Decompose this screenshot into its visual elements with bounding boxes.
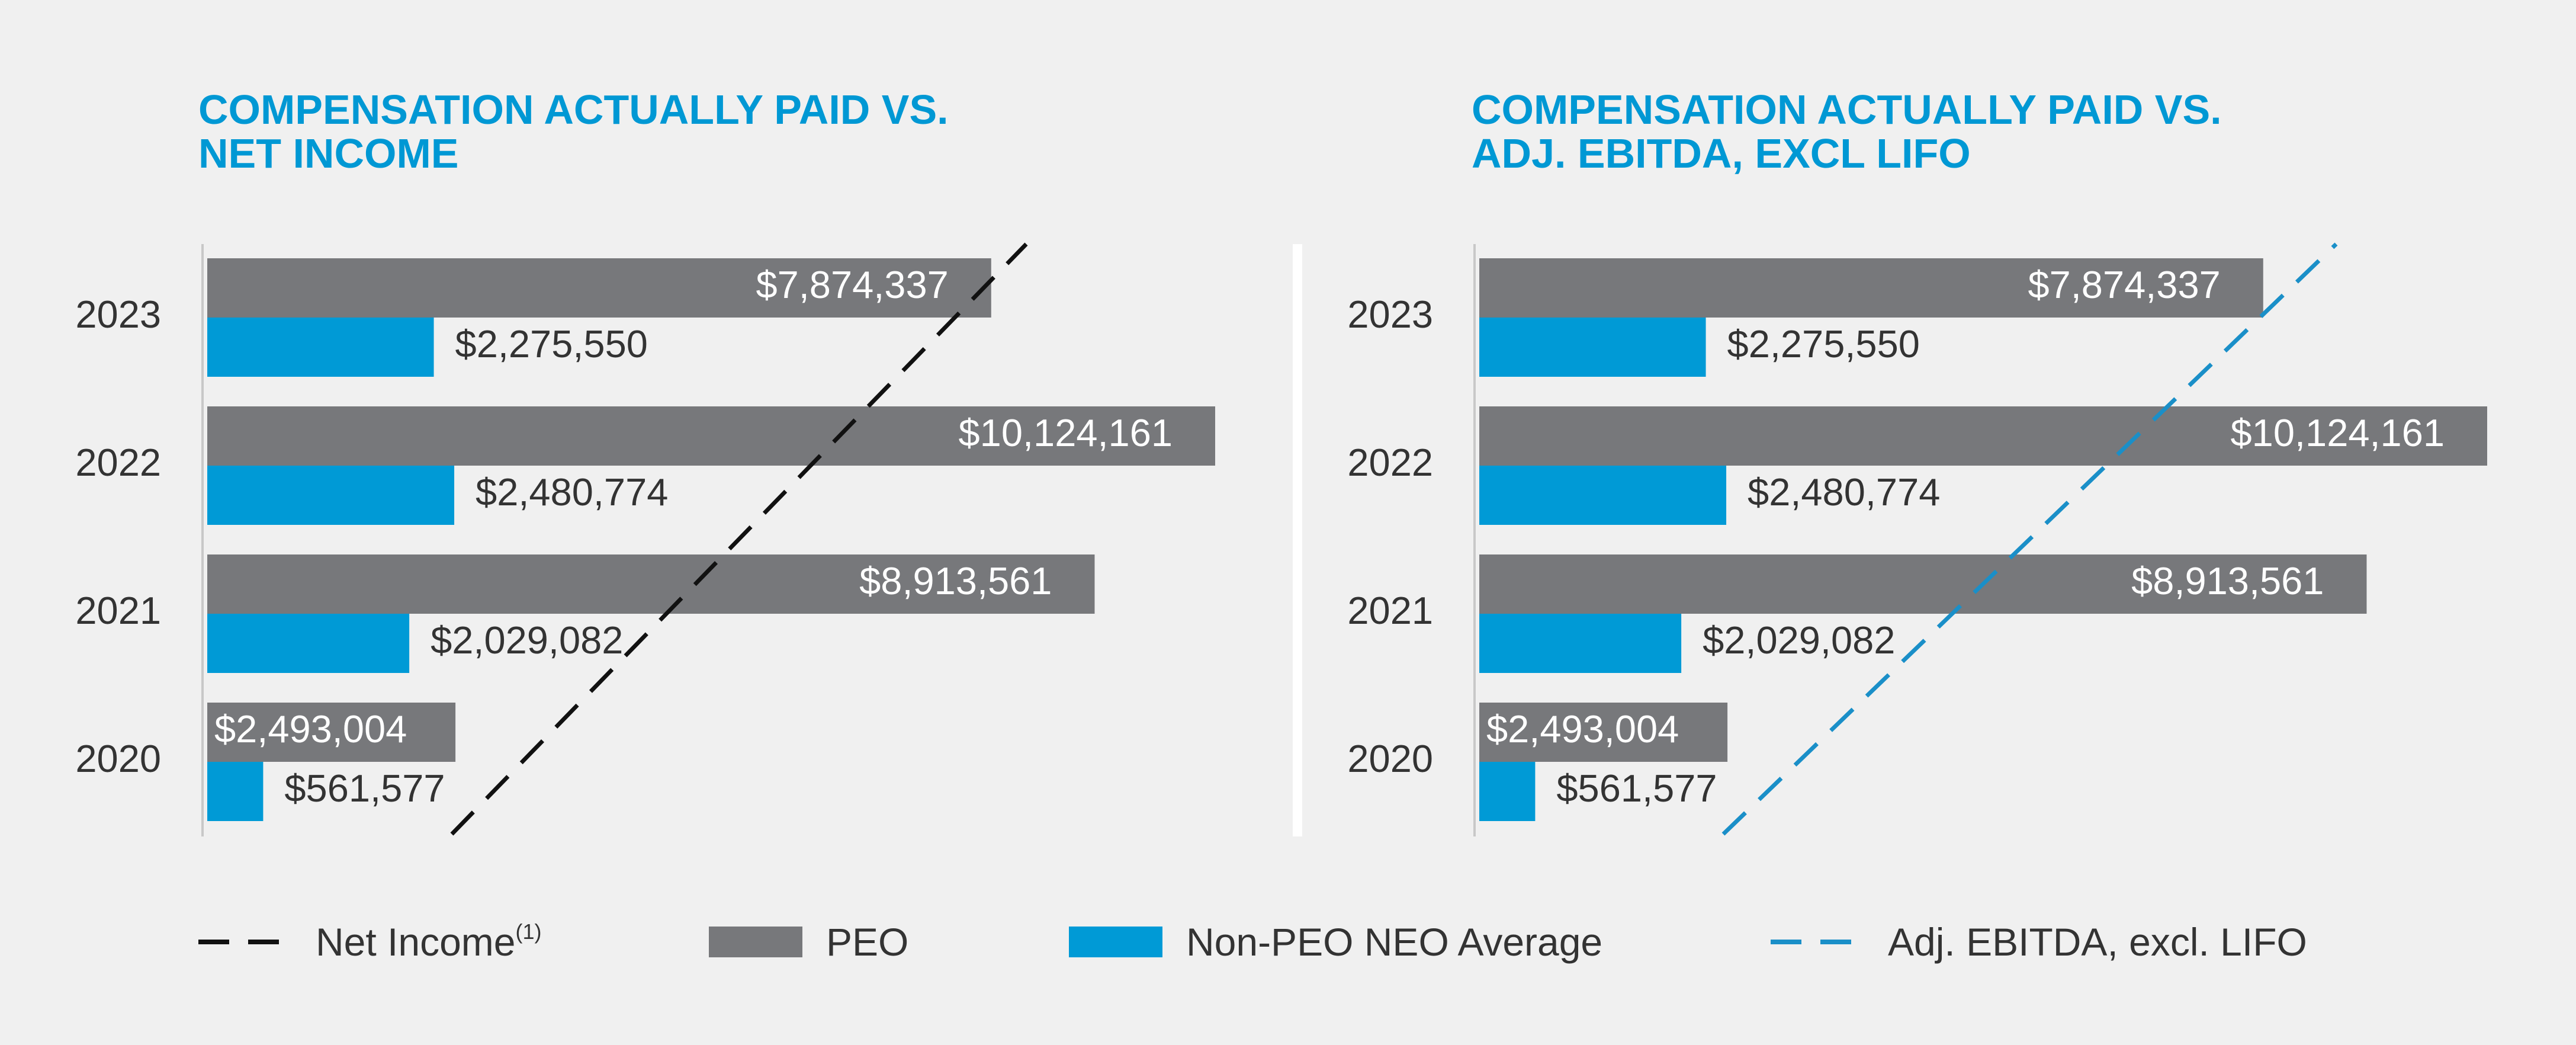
legend-item-peo: PEO (709, 915, 908, 969)
data-label-non-peo: $561,577 (1556, 767, 1717, 810)
legend-label-net-income: Net Income(1) (316, 919, 542, 964)
y-tick-label: 2020 (75, 737, 161, 780)
chart-title-net-income: COMPENSATION ACTUALLY PAID VS. NET INCOM… (198, 88, 949, 175)
data-label-peo: $8,913,561 (859, 559, 1052, 602)
dashed-line-swatch-icon (198, 940, 292, 944)
y-tick-label: 2023 (75, 293, 161, 336)
bar-peo (207, 406, 1215, 466)
non-peo-swatch-icon (1069, 927, 1162, 957)
bar-non-peo (207, 318, 434, 377)
dashed-trend-line (1721, 242, 2338, 836)
bar-non-peo (1479, 762, 1536, 821)
bar-non-peo (207, 762, 264, 821)
data-label-peo: $2,493,004 (1486, 707, 1679, 751)
bar-peo (207, 554, 1095, 614)
title-line-2: ADJ. EBITDA, EXCL LIFO (1472, 130, 1971, 177)
dashed-line-swatch-icon (1771, 940, 1864, 944)
bar-non-peo (207, 614, 410, 673)
data-label-peo: $10,124,161 (959, 411, 1173, 454)
legend-label-ebitda: Adj. EBITDA, excl. LIFO (1888, 920, 2307, 964)
bar-peo (207, 258, 991, 318)
legend-label-non-peo: Non-PEO NEO Average (1186, 920, 1603, 964)
data-label-non-peo: $2,480,774 (1748, 470, 1940, 514)
data-label-non-peo: $2,275,550 (1727, 322, 1920, 366)
data-label-non-peo: $2,029,082 (431, 618, 623, 662)
bar-peo (1479, 554, 2367, 614)
data-label-peo: $10,124,161 (2231, 411, 2445, 454)
legend-item-net-income: Net Income(1) (198, 915, 541, 969)
chart-title-ebitda: COMPENSATION ACTUALLY PAID VS. ADJ. EBIT… (1472, 88, 2222, 175)
bar-peo (207, 703, 456, 762)
bar-non-peo (207, 466, 455, 525)
data-label-non-peo: $561,577 (284, 767, 445, 810)
bar-peo (1479, 406, 2487, 466)
bar-non-peo (1479, 614, 1682, 673)
bar-non-peo (1479, 318, 1706, 377)
y-tick-label: 2020 (1347, 737, 1433, 780)
chart-panel-2: 2023 $7,874,337 $2,275,550 2022 $10,124,161 $… (1347, 242, 2487, 836)
peo-swatch-icon (709, 927, 802, 957)
legend-item-ebitda: Adj. EBITDA, excl. LIFO (1771, 915, 2307, 969)
y-tick-label: 2021 (75, 589, 161, 632)
chart-panel-1: 2023 $7,874,337 $2,275,550 2022 $10,124,161 $… (75, 242, 1215, 836)
y-tick-label: 2021 (1347, 589, 1433, 632)
data-label-non-peo: $2,480,774 (476, 470, 668, 514)
title-line-2: NET INCOME (198, 130, 459, 177)
legend: Net Income(1) PEO Non-PEO NEO Average Ad… (0, 915, 2576, 969)
data-label-non-peo: $2,275,550 (455, 322, 648, 366)
bar-peo (1479, 703, 1728, 762)
footnote-marker: (1) (515, 919, 542, 944)
title-line-1: COMPENSATION ACTUALLY PAID VS. (1472, 86, 2222, 133)
data-label-peo: $2,493,004 (214, 707, 407, 751)
y-tick-label: 2022 (1347, 441, 1433, 484)
data-label-peo: $7,874,337 (756, 263, 948, 306)
legend-item-non-peo: Non-PEO NEO Average (1069, 915, 1602, 969)
data-label-peo: $7,874,337 (2028, 263, 2220, 306)
legend-label-peo: PEO (826, 920, 909, 964)
bar-peo (1479, 258, 2263, 318)
data-label-non-peo: $2,029,082 (1703, 618, 1895, 662)
y-tick-label: 2022 (75, 441, 161, 484)
data-label-peo: $8,913,561 (2131, 559, 2324, 602)
title-line-1: COMPENSATION ACTUALLY PAID VS. (198, 86, 949, 133)
bar-non-peo (1479, 466, 1727, 525)
y-tick-label: 2023 (1347, 293, 1433, 336)
panel-divider (1293, 244, 1302, 836)
dashed-trend-line (450, 242, 1028, 836)
